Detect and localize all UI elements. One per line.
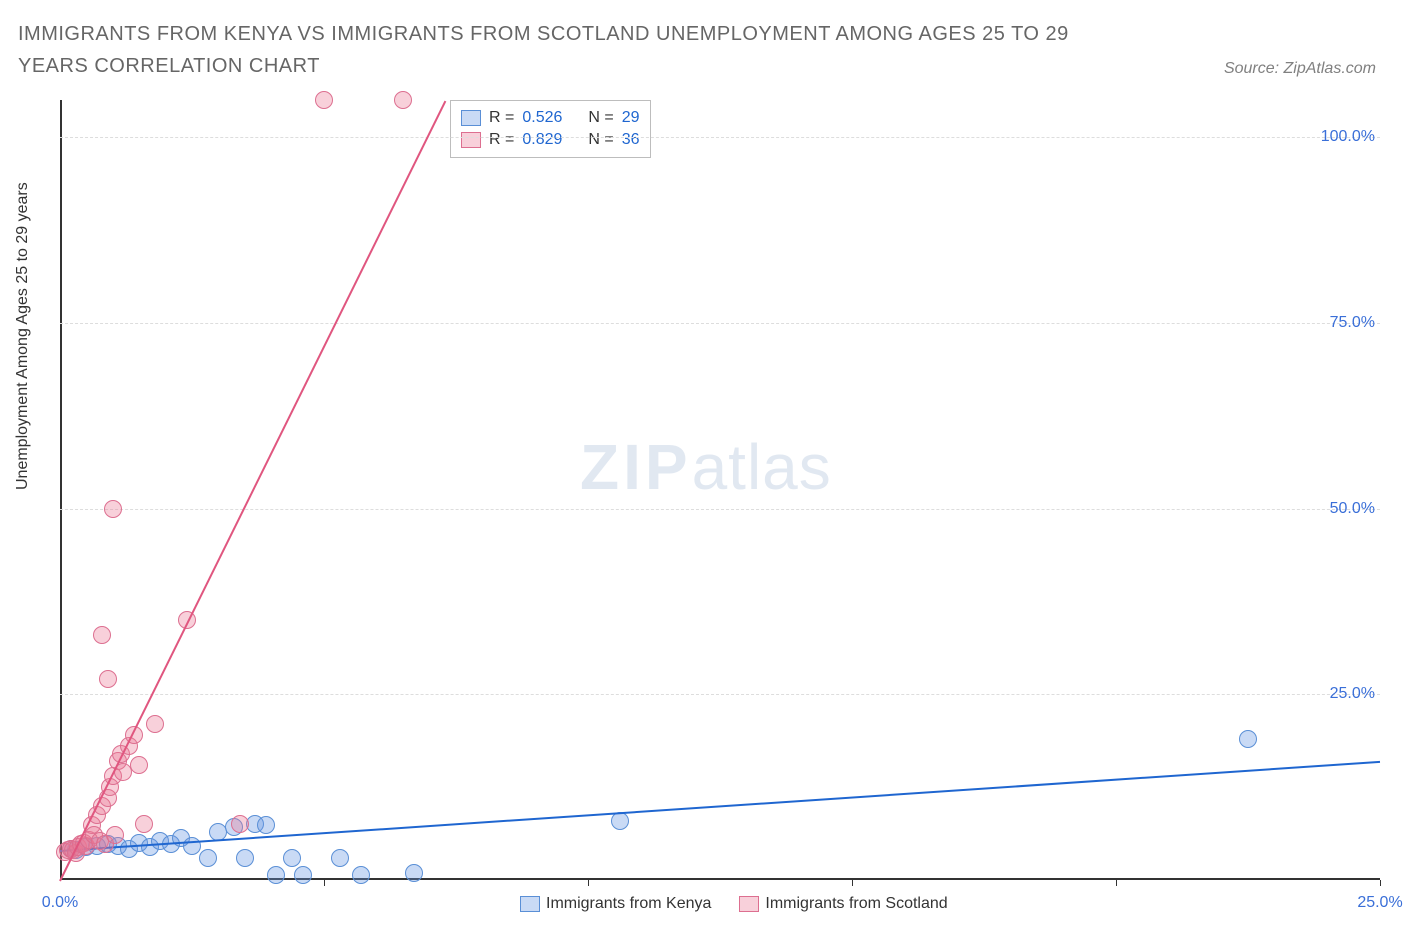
x-tick-mark [588,880,589,886]
data-point-kenya [331,849,349,867]
chart-title: IMMIGRANTS FROM KENYA VS IMMIGRANTS FROM… [18,18,1128,82]
watermark-zip: ZIP [580,431,692,503]
stats-n-label: N = [588,131,613,149]
data-point-scotland [315,91,333,109]
data-point-kenya [236,849,254,867]
swatch-kenya [461,110,481,126]
data-point-kenya [611,812,629,830]
chart-plot-area: ZIPatlas R = 0.526 N = 29 R = 0.829 N = 36 25.0… [60,100,1380,880]
stats-box: R = 0.526 N = 29 R = 0.829 N = 36 [450,100,651,158]
y-tick-label: 100.0% [1321,128,1375,146]
x-tick-mark [1380,880,1381,886]
legend-swatch-scotland [739,896,759,912]
grid-line [60,509,1380,510]
data-point-kenya [183,837,201,855]
legend-label-scotland: Immigrants from Scotland [765,895,947,913]
legend-label-kenya: Immigrants from Kenya [546,895,711,913]
grid-line [60,137,1380,138]
data-point-scotland [99,670,117,688]
legend-item-kenya: Immigrants from Kenya [520,895,711,913]
stats-n-value: 29 [622,109,640,127]
x-tick-label: 0.0% [42,894,78,912]
y-tick-label: 75.0% [1330,314,1375,332]
data-point-scotland [93,626,111,644]
watermark: ZIPatlas [580,430,832,504]
grid-line [60,323,1380,324]
legend: Immigrants from Kenya Immigrants from Sco… [520,895,948,913]
data-point-scotland [231,815,249,833]
x-tick-label: 25.0% [1357,894,1402,912]
data-point-kenya [283,849,301,867]
y-tick-label: 50.0% [1330,500,1375,518]
data-point-kenya [352,866,370,884]
x-tick-mark [1116,880,1117,886]
y-tick-label: 25.0% [1330,685,1375,703]
data-point-kenya [257,816,275,834]
trend-line-kenya [60,761,1380,852]
data-point-kenya [405,864,423,882]
x-tick-mark [324,880,325,886]
data-point-kenya [199,849,217,867]
data-point-scotland [135,815,153,833]
data-point-kenya [1239,730,1257,748]
stats-n-label: N = [588,109,613,127]
data-point-kenya [294,866,312,884]
data-point-scotland [146,715,164,733]
source-label: Source: ZipAtlas.com [1224,60,1376,78]
stats-r-label: R = [489,109,514,127]
data-point-scotland [104,500,122,518]
y-axis-line [60,100,62,880]
stats-row-kenya: R = 0.526 N = 29 [461,107,640,129]
data-point-scotland [106,826,124,844]
data-point-kenya [267,866,285,884]
legend-swatch-kenya [520,896,540,912]
stats-r-value: 0.829 [522,131,562,149]
trend-line-scotland [59,101,446,882]
data-point-scotland [394,91,412,109]
x-axis-line [60,878,1380,880]
swatch-scotland [461,132,481,148]
watermark-atlas: atlas [692,431,832,503]
stats-r-label: R = [489,131,514,149]
grid-line [60,694,1380,695]
stats-row-scotland: R = 0.829 N = 36 [461,129,640,151]
y-axis-label: Unemployment Among Ages 25 to 29 years [14,182,32,490]
legend-item-scotland: Immigrants from Scotland [739,895,947,913]
stats-r-value: 0.526 [522,109,562,127]
stats-n-value: 36 [622,131,640,149]
data-point-scotland [130,756,148,774]
x-tick-mark [852,880,853,886]
